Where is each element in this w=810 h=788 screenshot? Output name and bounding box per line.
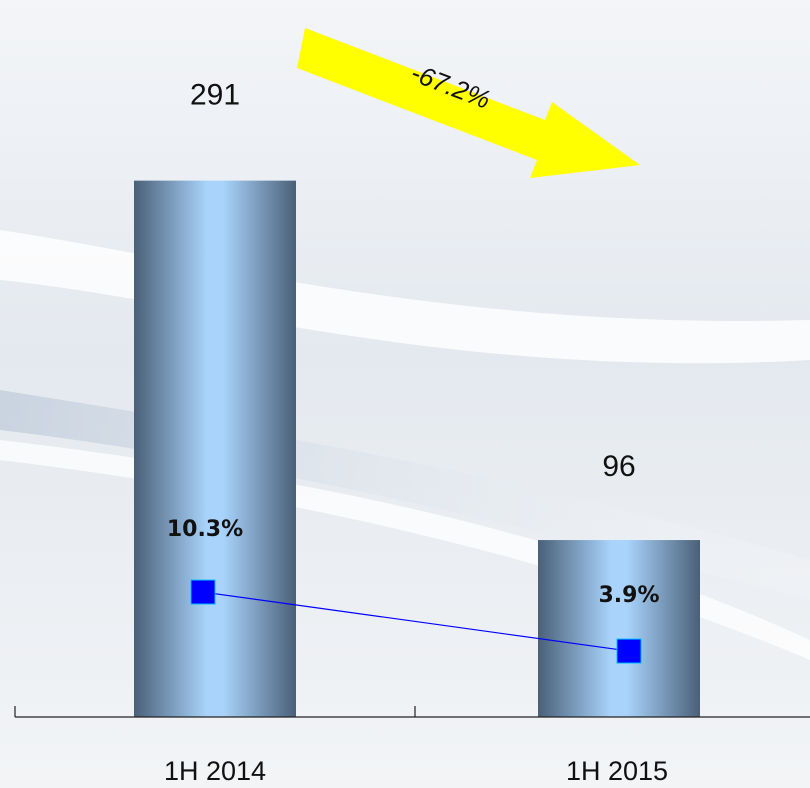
- arrow: [297, 28, 640, 178]
- swoosh: [0, 230, 810, 364]
- bar-value-label: 291: [190, 79, 240, 112]
- x-tick-label: 1H 2014: [164, 756, 266, 786]
- line-value-label: 3.9%: [598, 583, 659, 608]
- bar-value-label: 96: [602, 450, 635, 483]
- bar: [134, 180, 296, 717]
- x-tick-label: 1H 2015: [566, 756, 668, 786]
- line-marker: [190, 579, 216, 605]
- line: [202, 591, 630, 652]
- swoosh: [0, 440, 810, 660]
- line-value-label: 10.3%: [167, 517, 243, 542]
- line-marker: [616, 638, 642, 664]
- plot-area: 1H 2014 1H 2015 291 96 10.3% 3.9%: [134, 79, 700, 786]
- bar: [538, 540, 700, 717]
